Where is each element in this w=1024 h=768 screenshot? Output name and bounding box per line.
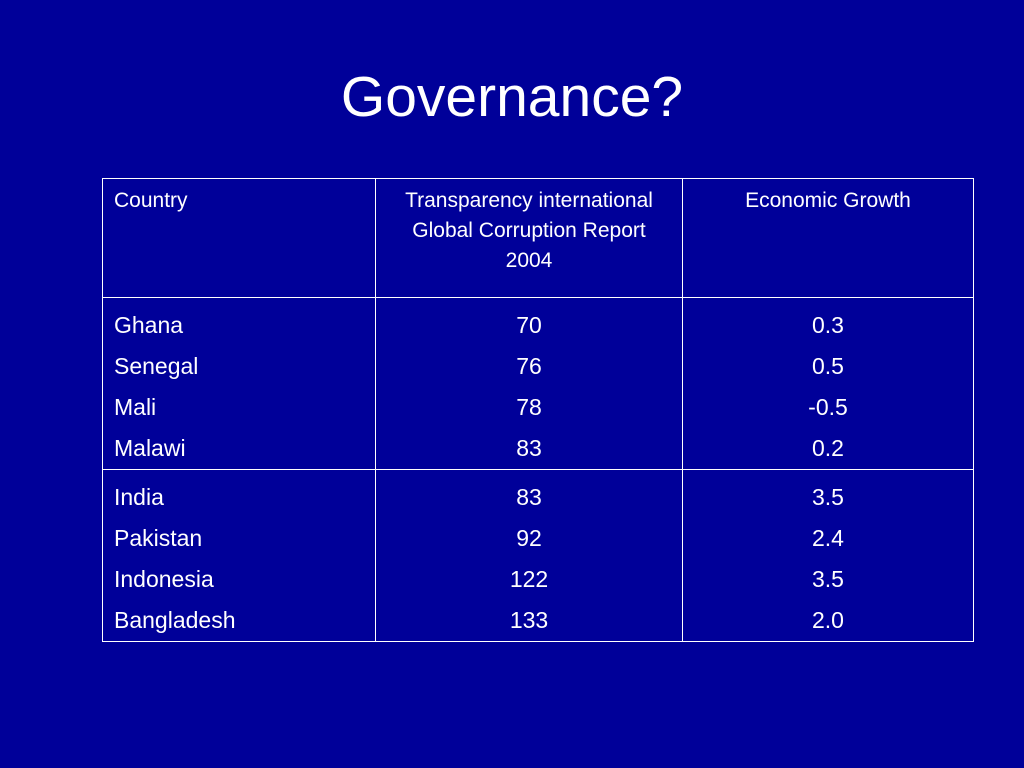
country-name: Malawi: [114, 435, 186, 461]
country-name: Ghana: [114, 312, 184, 338]
slide-title: Governance?: [340, 65, 684, 129]
growth-cell: 0.3 0.5 -0.5 0.2: [682, 297, 974, 470]
country-name: Bangladesh: [114, 607, 236, 633]
growth-value: -0.5: [808, 394, 848, 420]
country-cell: India Pakistan Indonesia Bangladesh: [102, 469, 376, 642]
header-transparency: Transparency international Global Corrup…: [375, 178, 683, 298]
transparency-value: 83: [516, 484, 542, 510]
transparency-value: 76: [516, 353, 542, 379]
transparency-cell: 70 76 78 83: [375, 297, 683, 470]
growth-cell: 3.5 2.4 3.5 2.0: [682, 469, 974, 642]
transparency-value: 78: [516, 394, 542, 420]
header-economic-growth: Economic Growth: [682, 178, 974, 298]
transparency-value: 122: [509, 566, 549, 592]
growth-value: 2.4: [812, 525, 844, 551]
growth-value: 2.0: [812, 607, 844, 633]
transparency-value: 92: [516, 525, 542, 551]
header-country: Country: [102, 178, 376, 298]
transparency-value: 70: [516, 312, 542, 338]
table-row-group-asia: India Pakistan Indonesia Bangladesh 83 9…: [102, 469, 974, 642]
country-name: Senegal: [114, 353, 199, 379]
country-cell: Ghana Senegal Mali Malawi: [102, 297, 376, 470]
table-row-group-africa: Ghana Senegal Mali Malawi 70 76 78 83 0.…: [102, 297, 974, 470]
transparency-value: 83: [516, 435, 542, 461]
growth-value: 0.3: [812, 312, 844, 338]
country-name: Mali: [114, 394, 157, 420]
governance-table: Country Transparency international Globa…: [102, 178, 974, 642]
growth-value: 3.5: [812, 566, 844, 592]
table-header-row: Country Transparency international Globa…: [102, 178, 974, 298]
governance-table-container: Country Transparency international Globa…: [102, 178, 974, 642]
transparency-value: 133: [509, 607, 549, 633]
growth-value: 0.5: [812, 353, 844, 379]
country-name: India: [114, 484, 164, 510]
country-name: Indonesia: [114, 566, 214, 592]
transparency-cell: 83 92 122 133: [375, 469, 683, 642]
growth-value: 0.2: [812, 435, 844, 461]
country-name: Pakistan: [114, 525, 203, 551]
growth-value: 3.5: [812, 484, 844, 510]
